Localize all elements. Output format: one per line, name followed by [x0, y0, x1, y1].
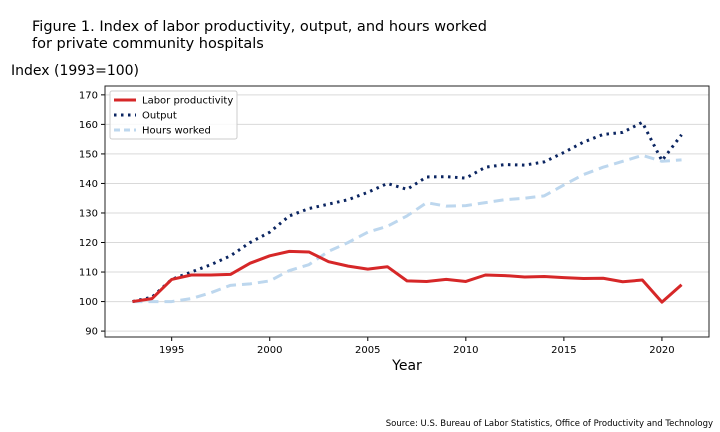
series-line-hours-worked — [132, 153, 682, 304]
y-tick-label: 150 — [79, 149, 98, 160]
x-tick-label: 2010 — [453, 345, 478, 356]
y-tick-label: 170 — [79, 90, 98, 101]
y-tick-label: 90 — [85, 327, 98, 338]
x-tick-label: 2020 — [649, 345, 674, 356]
y-tick-label: 100 — [79, 297, 98, 308]
x-tick-label: 2005 — [355, 345, 380, 356]
legend-box — [109, 90, 238, 140]
y-tick-label: 130 — [79, 208, 98, 219]
y-tick-label: 140 — [79, 179, 98, 190]
y-tick-label: 110 — [79, 268, 98, 279]
source-note: Source: U.S. Bureau of Labor Statistics,… — [385, 419, 713, 429]
legend-label: Output — [142, 111, 177, 122]
x-tick-label: 2015 — [551, 345, 576, 356]
x-tick-label: 1995 — [159, 345, 184, 356]
y-tick-label: 160 — [79, 120, 98, 131]
legend-label: Hours worked — [142, 126, 211, 137]
series-line-labor-productivity — [132, 249, 683, 304]
y-axis-label: Index (1993=100) — [11, 63, 139, 79]
legend-label: Labor productivity — [142, 96, 233, 107]
chart-title: Figure 1. Index of labor productivity, o… — [32, 19, 487, 52]
x-tick-label: 2000 — [257, 345, 282, 356]
x-axis-label: Year — [391, 358, 422, 374]
y-tick-label: 120 — [79, 238, 98, 249]
plot-frame — [104, 85, 710, 338]
